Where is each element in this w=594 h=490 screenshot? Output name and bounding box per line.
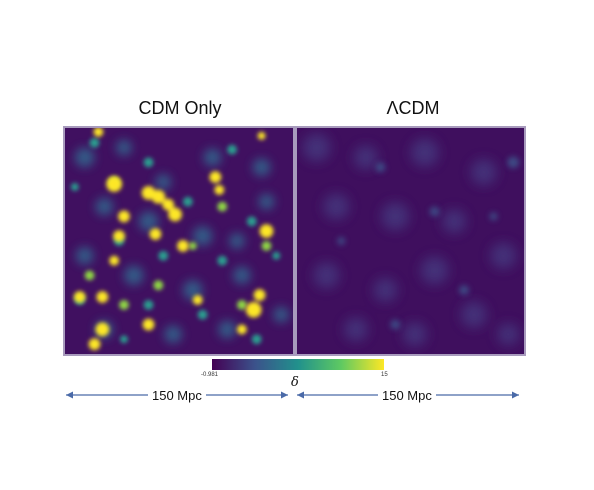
cdm-only-density-map [63,126,295,356]
lambda-cdm-density-map [295,126,526,356]
colorbar-max-label: 15 [381,372,388,378]
left-scale-label: 150 Mpc [148,388,206,403]
right-panel-title: ΛCDM [386,98,440,118]
colorbar [212,359,384,370]
colorbar-min-label: -0.981 [201,372,219,378]
left-panel-title: CDM Only [138,98,222,118]
colorbar-symbol: δ [291,375,299,390]
right-scale-label: 150 Mpc [378,388,436,403]
